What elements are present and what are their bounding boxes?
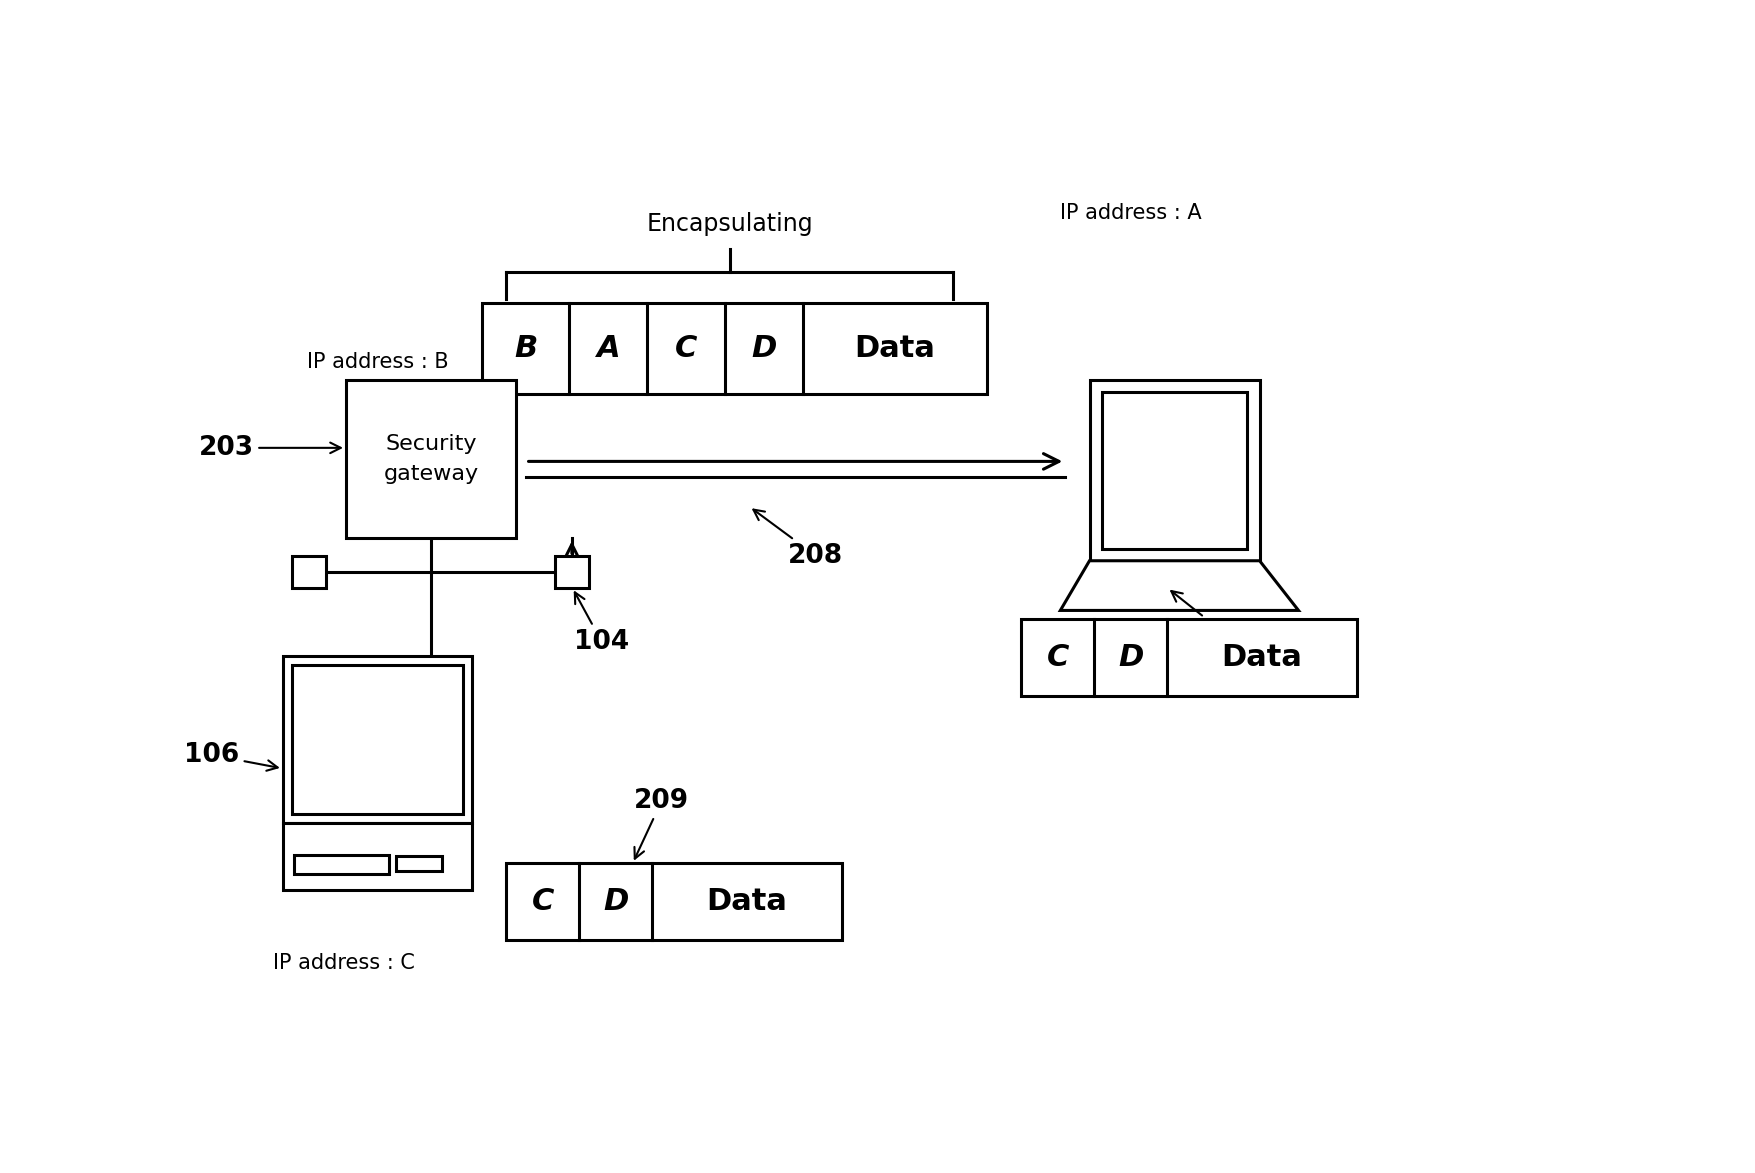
Text: D: D (1118, 643, 1143, 672)
Text: A: A (597, 334, 620, 362)
Text: C: C (532, 887, 553, 916)
Text: Encapsulating: Encapsulating (646, 211, 813, 236)
Text: D: D (751, 334, 776, 362)
Bar (1102, 392, 1246, 549)
Text: Data: Data (706, 887, 786, 916)
Text: Data: Data (855, 334, 935, 362)
Text: C: C (1046, 643, 1069, 672)
Bar (481, 304, 986, 394)
Text: Data: Data (1221, 643, 1302, 672)
Bar (283, 822, 472, 890)
Text: IP address : B: IP address : B (307, 352, 448, 372)
Text: 208: 208 (753, 509, 842, 569)
Bar (555, 556, 588, 588)
Bar (397, 855, 442, 870)
Bar (1021, 619, 1357, 697)
Polygon shape (1060, 561, 1297, 610)
Text: D: D (602, 887, 628, 916)
Bar (505, 863, 841, 940)
Text: IP address : C: IP address : C (272, 952, 414, 972)
Text: 104: 104 (574, 592, 628, 655)
Text: C: C (674, 334, 697, 362)
Text: 106: 106 (184, 743, 277, 771)
Bar (293, 556, 326, 588)
Bar (1088, 380, 1258, 561)
Text: 209: 209 (634, 787, 690, 859)
Text: B: B (514, 334, 537, 362)
Text: 101: 101 (1171, 591, 1251, 646)
Bar (283, 656, 472, 822)
Text: IP address : A: IP address : A (1060, 203, 1200, 223)
Bar (293, 665, 462, 814)
Text: 203: 203 (198, 435, 340, 461)
Bar (295, 855, 390, 874)
Text: Security
gateway: Security gateway (383, 434, 477, 484)
Bar (346, 380, 516, 538)
